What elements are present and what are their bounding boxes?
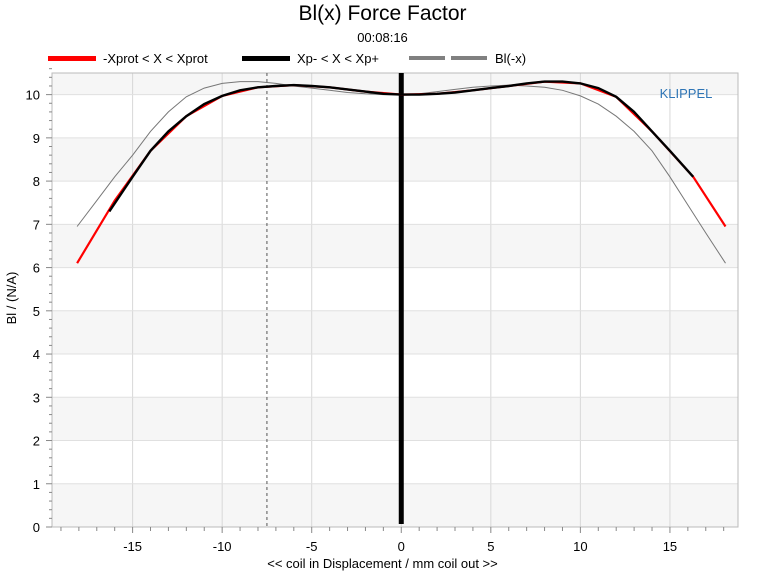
y-tick-label: 8	[33, 174, 40, 189]
x-tick-label: -10	[213, 539, 232, 554]
grid-band	[52, 310, 738, 355]
series-xp-line	[108, 80, 695, 213]
y-tick-label: 5	[33, 304, 40, 319]
chart-title: Bl(x) Force Factor	[298, 2, 467, 25]
y-tick-label: 7	[33, 217, 40, 232]
legend-swatch-gray-dashed	[409, 56, 445, 60]
legend-item-xp: Xp- < X < Xp+	[242, 51, 412, 67]
x-tick-label: -15	[123, 539, 142, 554]
y-tick-label: 10	[26, 88, 40, 103]
legend-swatch-black	[242, 56, 290, 61]
x-tick-label: 15	[663, 539, 677, 554]
chart-subtitle: 00:08:16	[357, 30, 408, 45]
klippel-watermark: KLIPPEL	[660, 86, 713, 101]
grid-band	[52, 224, 738, 268]
legend-label-bl-neg-x: Bl(-x)	[495, 51, 527, 66]
y-tick-label: 2	[33, 434, 40, 449]
legend-item-xprot: -Xprot < X < Xprot	[48, 51, 268, 67]
x-axis-label: << coil in Displacement / mm coil out >>	[267, 556, 498, 571]
plot-frame	[51, 72, 739, 528]
y-tick-label: 4	[33, 347, 40, 362]
y-axis-label: Bl / (N/A)	[4, 271, 19, 325]
y-tick-label: 3	[33, 390, 40, 405]
x-tick-label: 0	[398, 539, 405, 554]
legend-label-xprot: -Xprot < X < Xprot	[103, 51, 208, 66]
grid-band	[52, 137, 738, 182]
x-tick-label: 10	[573, 539, 587, 554]
x-tick-label: 5	[487, 539, 494, 554]
grid-band	[52, 73, 738, 95]
x-tick-label: -5	[306, 539, 318, 554]
y-tick-label: 0	[33, 520, 40, 535]
legend-swatch-gray-dashed-2	[451, 56, 487, 60]
y-tick-label: 1	[33, 477, 40, 492]
legend-item-bl-neg-x: Bl(-x)	[409, 51, 559, 67]
y-tick-label: 9	[33, 131, 40, 146]
y-tick-label: 6	[33, 261, 40, 276]
grid-band	[52, 397, 738, 441]
legend-swatch-red	[48, 56, 96, 61]
grid-band	[52, 483, 738, 527]
legend-label-xp: Xp- < X < Xp+	[297, 51, 380, 66]
